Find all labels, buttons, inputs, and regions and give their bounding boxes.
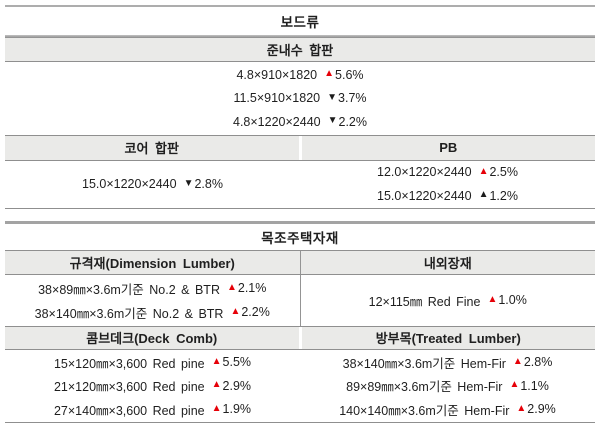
percent-text: 2.9% [527,402,556,417]
percent-text: 2.1% [237,281,267,295]
lumber-price-report: 보드류 준내수 합판 4.8×910×1820 ▲ 5.6% 11.5×910×… [5,5,595,423]
trend-down-icon: ▼ [183,177,194,189]
core-plywood-header-cell: 코어 합판 [5,135,302,160]
percent-text: 2.8% [194,177,223,191]
percent-text: 1.0% [498,293,527,307]
plywood-header-label: 준내수 합판 [266,43,334,58]
deck-data-row: 15×120㎜×3,600 Red pine ▲ 5.5% 21×120㎜×3,… [5,350,595,423]
spec-text: 15×120㎜×3,600 Red pine [53,356,205,371]
pb-data-cell: 12.0×1220×2440 ▲ 2.5% 15.0×1220×2440 ▲ 1… [300,161,595,208]
price-row: 38×140㎜×3.6m기준 Hem-Fir ▲ 2.8% [300,351,595,375]
percent-text: 3.7% [338,91,367,106]
treated-lumber-header-cell: 방부목(Treated Lumber) [302,327,596,349]
trend-up-icon: ▲ [516,402,527,414]
price-row: 38×89㎜×3.6m기준 No.2 & BTR ▲ 2.1% [5,276,300,300]
dimension-lumber-header-label: 규격재(Dimension Lumber) [69,255,235,271]
deck-comb-header-label: 콤브데크(Deck Comb) [86,331,218,346]
spec-text: 15.0×1220×2440 [82,177,177,191]
spec-text: 21×120㎜×3,600 Red pine [53,380,205,395]
trend-up-icon: ▲ [211,379,222,391]
spec-text: 12.0×1220×2440 [377,165,472,180]
interior-exterior-data-cell: 12×115㎜ Red Fine ▲ 1.0% [301,275,596,326]
percent-text: 1.1% [520,378,549,393]
deck-comb-data-cell: 15×120㎜×3,600 Red pine ▲ 5.5% 21×120㎜×3,… [5,351,300,422]
spec-text: 15.0×1220×2440 [377,188,472,203]
price-row: 12.0×1220×2440 ▲ 2.5% [300,161,595,185]
trend-up-icon: ▲ [478,189,489,201]
percent-text: 5.5% [222,355,252,370]
spec-text: 140×140㎜×3.6m기준 Hem-Fir [339,403,510,418]
core-pb-header-row: 코어 합판 PB [5,135,596,161]
dimension-data-row: 38×89㎜×3.6m기준 No.2 & BTR ▲ 2.1% 38×140㎜×… [5,274,596,327]
trend-up-icon: ▲ [512,355,523,367]
percent-text: 5.6% [335,67,364,82]
core-plywood-header-label: 코어 합판 [124,141,179,156]
spec-text: 38×140㎜×3.6m기준 Hem-Fir [342,356,506,371]
spec-text: 4.8×1220×2440 [233,114,321,129]
pb-header-label: PB [439,140,458,155]
board-section: 보드류 준내수 합판 4.8×910×1820 ▲ 5.6% 11.5×910×… [5,5,595,209]
spec-text: 27×140㎜×3,600 Red pine [53,403,205,418]
spec-text: 4.8×910×1820 [236,67,318,82]
spec-text: 38×89㎜×3.6m기준 No.2 & BTR [38,282,220,297]
percent-text: 2.2% [338,114,368,129]
trend-up-icon: ▲ [226,281,237,293]
spec-text: 38×140㎜×3.6m기준 No.2 & BTR [34,306,224,321]
price-row: 21×120㎜×3,600 Red pine ▲ 2.9% [5,374,300,398]
price-row: 12×115㎜ Red Fine ▲ 1.0% [301,288,596,312]
trend-up-icon: ▲ [509,379,520,391]
wood-section: 목조주택자재 규격재(Dimension Lumber) 내외장재 38×89㎜… [5,220,596,423]
trend-up-icon: ▲ [324,68,335,80]
treated-lumber-header-label: 방부목(Treated Lumber) [375,331,521,346]
core-plywood-data-cell: 15.0×1220×2440 ▼ 2.8% [5,161,300,208]
plywood-header-row: 준내수 합판 [5,38,595,62]
dimension-lumber-data-cell: 38×89㎜×3.6m기준 No.2 & BTR ▲ 2.1% 38×140㎜×… [5,274,301,326]
price-row: 15.0×1220×2440 ▼ 2.8% [5,172,300,196]
trend-up-icon: ▲ [211,402,222,414]
percent-text: 1.2% [489,188,518,203]
trend-up-icon: ▲ [478,165,489,177]
price-row: 89×89㎜×3.6m기준 Hem-Fir ▲ 1.1% [300,374,595,398]
dimension-lumber-header-cell: 규격재(Dimension Lumber) [5,250,301,274]
trend-down-icon: ▼ [327,115,338,127]
board-section-title: 보드류 [5,7,595,35]
price-row: 140×140㎜×3.6m기준 Hem-Fir ▲ 2.9% [300,398,595,422]
price-row: 15.0×1220×2440 ▲ 1.2% [300,184,595,208]
percent-text: 2.9% [222,378,252,393]
deck-comb-header-cell: 콤브데크(Deck Comb) [5,326,302,349]
percent-text: 2.8% [523,355,553,370]
wood-section-title: 목조주택자재 [5,223,595,251]
interior-exterior-header-cell: 내외장재 [301,251,596,274]
spec-text: 11.5×910×1820 [233,91,321,106]
deck-header-row: 콤브데크(Deck Comb) 방부목(Treated Lumber) [5,326,596,350]
treated-lumber-data-cell: 38×140㎜×3.6m기준 Hem-Fir ▲ 2.8% 89×89㎜×3.6… [300,351,595,422]
price-row: 11.5×910×1820 ▼ 3.7% [5,87,595,111]
pb-header-cell: PB [302,136,596,160]
percent-text: 2.2% [241,305,270,319]
interior-exterior-header-label: 내외장재 [423,255,472,271]
price-row: 15×120㎜×3,600 Red pine ▲ 5.5% [5,351,300,375]
trend-down-icon: ▼ [327,91,338,103]
trend-up-icon: ▲ [487,293,498,305]
spec-text: 89×89㎜×3.6m기준 Hem-Fir [346,380,503,395]
percent-text: 2.5% [489,165,518,180]
trend-up-icon: ▲ [211,355,222,367]
percent-text: 1.9% [222,402,252,417]
price-row: 38×140㎜×3.6m기준 No.2 & BTR ▲ 2.2% [5,300,300,324]
core-pb-data-row: 15.0×1220×2440 ▼ 2.8% 12.0×1220×2440 ▲ 2… [5,161,595,208]
spec-text: 12×115㎜ Red Fine [368,294,481,309]
price-row: 27×140㎜×3,600 Red pine ▲ 1.9% [5,398,300,422]
thick-divider [5,35,595,38]
price-row: 4.8×910×1820 ▲ 5.6% [5,63,595,87]
price-row: 4.8×1220×2440 ▼ 2.2% [5,110,595,134]
dimension-header-row: 규격재(Dimension Lumber) 내외장재 [5,250,596,275]
section-gap [5,209,595,221]
trend-up-icon: ▲ [230,305,241,317]
plywood-data-block: 4.8×910×1820 ▲ 5.6% 11.5×910×1820 ▼ 3.7%… [5,62,595,136]
